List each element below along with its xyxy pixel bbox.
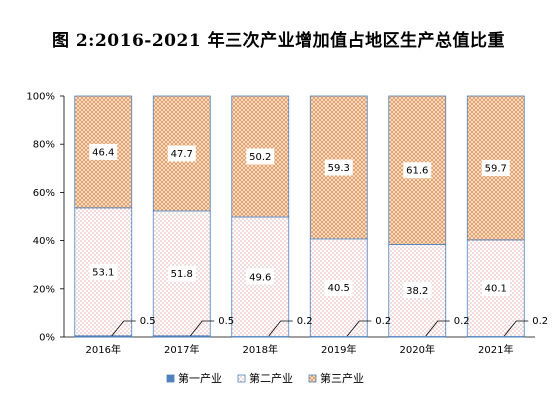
data-label: 49.6 [249, 272, 271, 283]
data-label-bg [246, 268, 275, 285]
y-tick-label: 100% [26, 92, 55, 103]
data-label-bg [324, 159, 353, 176]
x-tick-label: 2017年 [164, 343, 199, 356]
data-label-bg [167, 145, 196, 162]
data-label: 0.5 [218, 316, 234, 327]
data-label: 40.1 [485, 284, 507, 295]
data-label-bg [481, 280, 510, 297]
leader-line [189, 320, 215, 337]
data-label-bg [89, 263, 118, 280]
y-tick-label: 20% [33, 284, 55, 295]
legend-swatch [237, 374, 246, 383]
legend: 第一产业 第二产业 第三产业 [166, 371, 364, 385]
data-label: 53.1 [92, 267, 114, 278]
data-label-bg [167, 265, 196, 282]
data-label: 59.3 [328, 163, 350, 174]
x-tick-label: 2020年 [400, 343, 435, 356]
data-label: 0.2 [297, 316, 313, 327]
data-label: 46.4 [92, 147, 114, 158]
data-label-bg [89, 143, 118, 160]
data-label: 0.2 [532, 316, 548, 327]
x-tick-label: 2016年 [86, 343, 121, 356]
x-tick-label: 2018年 [243, 343, 278, 356]
y-tick-label: 0% [39, 333, 55, 344]
data-label: 47.7 [171, 149, 193, 160]
data-label: 50.2 [249, 152, 271, 163]
data-label: 51.8 [171, 269, 193, 280]
data-label: 0.2 [454, 316, 470, 327]
legend-swatch [166, 374, 175, 383]
legend-label: 第二产业 [249, 371, 293, 385]
chart-title: 图 2:2016-2021 年三次产业增加值占地区生产总值比重 [51, 31, 506, 51]
data-label: 0.5 [140, 316, 156, 327]
legend-label: 第一产业 [178, 371, 222, 385]
leader-line [268, 320, 293, 337]
y-tick-label: 80% [33, 140, 55, 151]
data-label-bg [246, 148, 275, 165]
data-labels: 0.5 53.1 46.4 0.5 51.8 47.7 0.2 49.6 50.2 0.2 40.5… [89, 143, 548, 337]
data-label: 61.6 [406, 166, 428, 177]
y-tick-label: 40% [33, 236, 55, 247]
legend-label: 第三产业 [320, 371, 364, 385]
leader-line [346, 320, 372, 337]
x-tick-label: 2021年 [478, 343, 513, 356]
leader-line [503, 320, 529, 337]
data-label: 40.5 [328, 283, 350, 294]
data-label: 0.2 [375, 316, 391, 327]
data-label-bg [403, 282, 432, 299]
data-label-bg [324, 279, 353, 296]
axes: 0% 20% 40% 60% 80% 100% 2016年 2017年 2018年 2019年 20… [26, 92, 535, 356]
data-label-bg [403, 162, 432, 179]
data-label: 59.7 [485, 163, 507, 174]
bars [74, 95, 525, 338]
data-label-bg [481, 159, 510, 176]
data-label: 38.2 [406, 286, 428, 297]
legend-swatch [308, 374, 317, 383]
x-tick-label: 2019年 [321, 343, 356, 356]
y-tick-label: 60% [33, 188, 55, 199]
leader-line [425, 320, 450, 337]
leader-line [111, 320, 136, 337]
